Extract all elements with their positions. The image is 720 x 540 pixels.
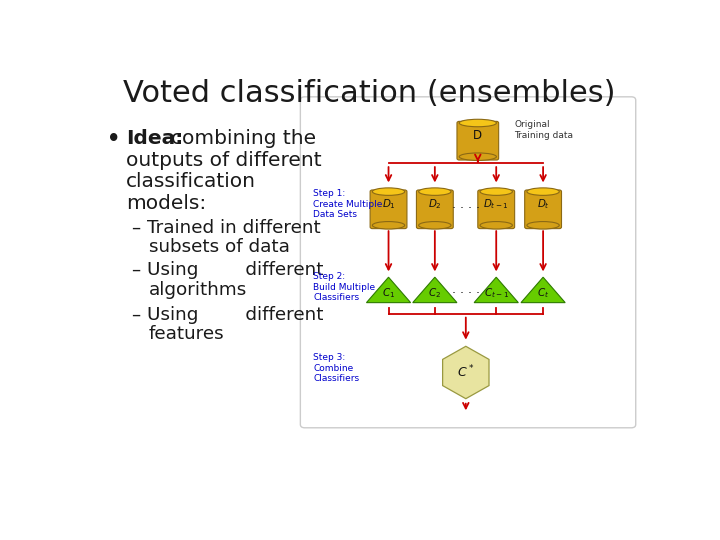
Text: combining the: combining the xyxy=(171,129,316,149)
Text: $D_{t-1}$: $D_{t-1}$ xyxy=(483,197,509,211)
Text: $D_2$: $D_2$ xyxy=(428,197,442,211)
Ellipse shape xyxy=(480,221,513,229)
Text: – Trained in different: – Trained in different xyxy=(132,219,320,237)
Text: subsets of data: subsets of data xyxy=(148,238,289,256)
Text: classification: classification xyxy=(126,172,256,192)
Text: D: D xyxy=(473,129,482,142)
FancyBboxPatch shape xyxy=(300,97,636,428)
Ellipse shape xyxy=(527,188,559,195)
Text: Step 2:
Build Multiple
Classifiers: Step 2: Build Multiple Classifiers xyxy=(313,272,375,302)
Polygon shape xyxy=(474,277,518,302)
Text: $C_{t-1}$: $C_{t-1}$ xyxy=(484,286,509,300)
Text: features: features xyxy=(148,325,224,343)
Polygon shape xyxy=(413,277,457,302)
Text: $C^*$: $C^*$ xyxy=(457,364,474,381)
Text: . . . .: . . . . xyxy=(451,283,480,296)
FancyBboxPatch shape xyxy=(457,122,499,160)
Text: Original
Training data: Original Training data xyxy=(514,120,573,140)
Text: Voted classification (ensembles): Voted classification (ensembles) xyxy=(122,79,616,109)
Text: algorithms: algorithms xyxy=(148,281,247,299)
Text: $D_t$: $D_t$ xyxy=(536,197,549,211)
Polygon shape xyxy=(443,346,489,399)
Text: $D_1$: $D_1$ xyxy=(382,197,395,211)
Text: – Using        different: – Using different xyxy=(132,306,323,324)
Polygon shape xyxy=(366,277,410,302)
Text: Step 3:
Combine
Classifiers: Step 3: Combine Classifiers xyxy=(313,354,359,383)
Ellipse shape xyxy=(418,221,451,229)
Text: Idea:: Idea: xyxy=(126,129,184,149)
Ellipse shape xyxy=(418,188,451,195)
Text: . . . .: . . . . xyxy=(451,198,480,211)
Ellipse shape xyxy=(459,119,496,127)
Polygon shape xyxy=(521,277,565,302)
Text: models:: models: xyxy=(126,194,207,213)
FancyBboxPatch shape xyxy=(370,190,407,228)
Text: $C_1$: $C_1$ xyxy=(382,286,395,300)
Ellipse shape xyxy=(372,188,405,195)
Text: – Using        different: – Using different xyxy=(132,261,323,280)
Text: $C_2$: $C_2$ xyxy=(428,286,441,300)
Text: •: • xyxy=(107,129,120,149)
Text: $C_t$: $C_t$ xyxy=(537,286,549,300)
Text: outputs of different: outputs of different xyxy=(126,151,322,170)
FancyBboxPatch shape xyxy=(478,190,515,228)
Ellipse shape xyxy=(480,188,513,195)
FancyBboxPatch shape xyxy=(525,190,562,228)
Ellipse shape xyxy=(527,221,559,229)
Ellipse shape xyxy=(459,153,496,160)
Ellipse shape xyxy=(372,221,405,229)
FancyBboxPatch shape xyxy=(416,190,454,228)
Text: Step 1:
Create Multiple
Data Sets: Step 1: Create Multiple Data Sets xyxy=(313,189,382,219)
